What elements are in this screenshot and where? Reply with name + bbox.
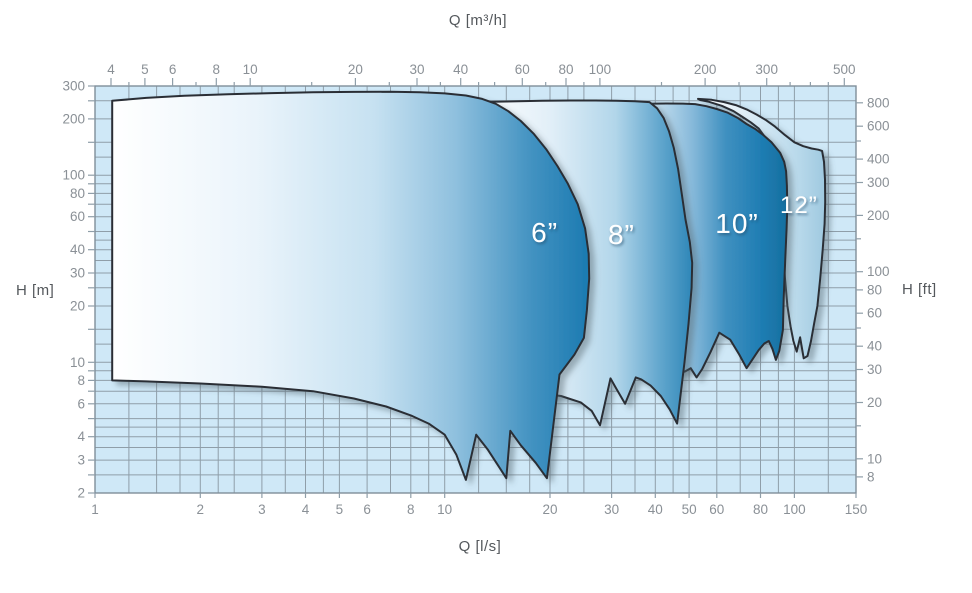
bottom-tick-label: 5	[336, 502, 344, 517]
left-tick-label: 10	[70, 355, 85, 370]
top-tick-label: 100	[589, 62, 612, 77]
top-tick-label: 20	[348, 62, 363, 77]
envelope-12-inch	[697, 97, 827, 360]
right-tick-label: 60	[867, 306, 882, 321]
top-tick-label: 6	[169, 62, 177, 77]
right-tick-label: 8	[867, 469, 875, 484]
top-tick-label: 10	[243, 62, 258, 77]
right-tick-label: 20	[867, 395, 882, 410]
envelope-label-10-inch: 10”	[715, 208, 758, 239]
bottom-tick-label: 4	[302, 502, 310, 517]
top-tick-label: 4	[107, 62, 115, 77]
left-tick-label: 300	[62, 79, 85, 94]
left-tick-label: 3	[77, 453, 85, 468]
right-tick-label: 400	[867, 152, 890, 167]
left-tick-label: 30	[70, 266, 85, 281]
left-tick-label: 40	[70, 242, 85, 257]
right-tick-label: 600	[867, 119, 890, 134]
left-tick-label: 4	[77, 429, 85, 444]
left-tick-label: 8	[77, 373, 85, 388]
envelope-label-12-inch: 12”	[780, 192, 818, 219]
bottom-tick-label: 100	[783, 502, 806, 517]
left-tick-label: 60	[70, 209, 85, 224]
left-tick-label: 2	[77, 486, 85, 501]
bottom-tick-label: 2	[197, 502, 205, 517]
envelope-label-8-inch: 8”	[608, 219, 635, 250]
left-tick-label: 6	[77, 396, 85, 411]
bottom-tick-label: 10	[437, 502, 452, 517]
bottom-tick-label: 60	[709, 502, 724, 517]
bottom-tick-label: 8	[407, 502, 415, 517]
bottom-tick-label: 50	[682, 502, 697, 517]
right-tick-label: 30	[867, 362, 882, 377]
top-tick-label: 5	[141, 62, 149, 77]
envelope-label-6-inch: 6”	[531, 217, 558, 248]
right-tick-label: 800	[867, 95, 890, 110]
left-tick-label: 200	[62, 111, 85, 126]
left-axis-title: H [m]	[16, 282, 55, 299]
right-tick-label: 100	[867, 264, 890, 279]
right-tick-label: 10	[867, 451, 882, 466]
top-tick-label: 80	[558, 62, 573, 77]
top-tick-label: 500	[833, 62, 856, 77]
bottom-axis-title: Q [l/s]	[458, 538, 502, 555]
envelope-6-inch	[111, 90, 591, 481]
bottom-tick-label: 1	[91, 502, 99, 517]
right-tick-label: 300	[867, 175, 890, 190]
top-tick-label: 8	[213, 62, 221, 77]
left-tick-label: 80	[70, 186, 85, 201]
top-tick-label: 40	[453, 62, 468, 77]
top-tick-label: 300	[755, 62, 778, 77]
bottom-tick-label: 30	[604, 502, 619, 517]
top-tick-label: 30	[409, 62, 424, 77]
bottom-tick-label: 150	[845, 502, 868, 517]
bottom-tick-label: 6	[363, 502, 371, 517]
right-axis-title: H [ft]	[902, 281, 937, 298]
top-tick-label: 200	[694, 62, 717, 77]
right-tick-label: 80	[867, 282, 882, 297]
top-axis-title: Q [m³/h]	[448, 12, 508, 29]
right-tick-label: 40	[867, 339, 882, 354]
top-tick-label: 60	[515, 62, 530, 77]
bottom-tick-label: 80	[753, 502, 768, 517]
left-tick-label: 100	[62, 168, 85, 183]
bottom-tick-label: 20	[542, 502, 557, 517]
bottom-tick-label: 3	[258, 502, 266, 517]
axis-ticks	[88, 78, 863, 498]
bottom-tick-label: 40	[648, 502, 663, 517]
right-tick-label: 200	[867, 208, 890, 223]
left-tick-label: 20	[70, 299, 85, 314]
